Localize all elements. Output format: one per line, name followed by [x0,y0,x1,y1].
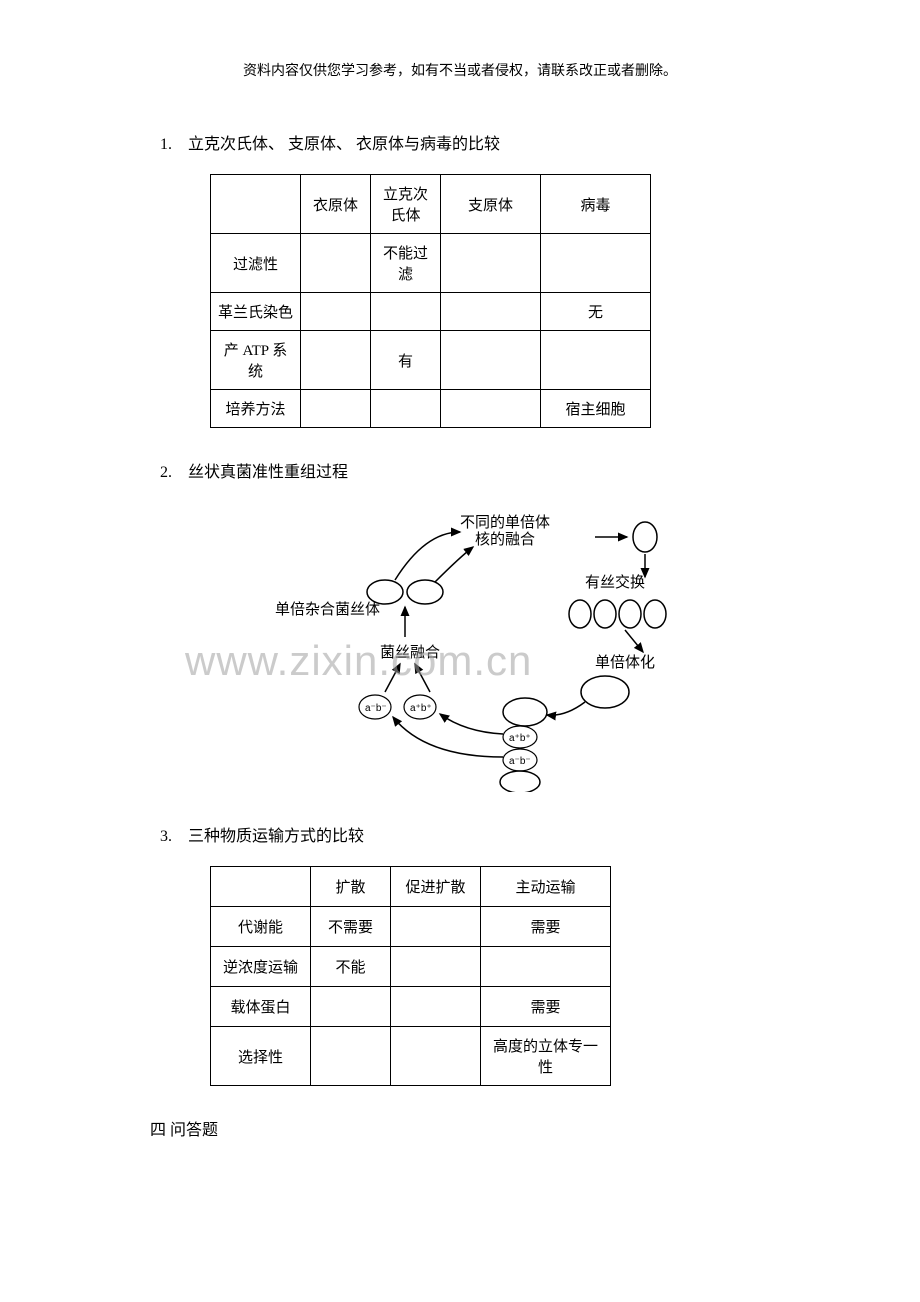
table-cell [311,987,391,1027]
svg-text:a⁻b⁻: a⁻b⁻ [509,756,531,767]
table-cell: 过滤性 [211,234,301,293]
table-cell [301,331,371,390]
table-cell: 立克次氏体 [371,175,441,234]
table-cell: 衣原体 [301,175,371,234]
table-cell: 选择性 [211,1027,311,1086]
table-row: 逆浓度运输 不能 [211,947,611,987]
section-4-title: 四 问答题 [150,1122,218,1139]
table-cell: 扩散 [311,867,391,907]
table-cell: 代谢能 [211,907,311,947]
section-2-num: 2. [160,464,172,481]
table-cell [541,331,651,390]
table-cell: 无 [541,293,651,331]
table-cell: 培养方法 [211,390,301,428]
table-cell [391,907,481,947]
table-cell: 高度的立体专一性 [481,1027,611,1086]
table-cell: 产 ATP 系统 [211,331,301,390]
table-row: 过滤性 不能过滤 [211,234,651,293]
section-2: 2. 丝状真菌准性重组过程 www.zixin.com.cn 不同的单倍体 核的… [160,458,790,792]
section-3-text: 三种物质运输方式的比较 [188,828,364,845]
table-cell: 需要 [481,907,611,947]
table-row: 革兰氏染色 无 [211,293,651,331]
svg-text:a⁻b⁻: a⁻b⁻ [365,703,387,714]
table-cell: 载体蛋白 [211,987,311,1027]
table-cell [371,293,441,331]
diagram-label: 核的融合 [475,531,535,548]
table-1: 衣原体 立克次氏体 支原体 病毒 过滤性 不能过滤 革兰氏染色 无 产 ATP … [210,174,651,428]
table-cell: 革兰氏染色 [211,293,301,331]
diagram-label: 菌丝融合 [380,644,440,661]
table-cell [371,390,441,428]
table-cell [441,293,541,331]
section-1-text: 立克次氏体、 支原体、 衣原体与病毒的比较 [188,136,500,153]
table-cell [301,234,371,293]
table-cell: 有 [371,331,441,390]
table-cell [391,947,481,987]
table-cell: 不能过滤 [371,234,441,293]
svg-text:a⁺b⁺: a⁺b⁺ [509,733,531,744]
table-row: 产 ATP 系统 有 [211,331,651,390]
section-1: 1. 立克次氏体、 支原体、 衣原体与病毒的比较 衣原体 立克次氏体 支原体 病… [160,130,790,428]
table-cell [391,1027,481,1086]
diagram: www.zixin.com.cn 不同的单倍体 核的融合 有丝交换 [265,502,685,792]
table-cell [441,390,541,428]
section-2-text: 丝状真菌准性重组过程 [188,464,348,481]
section-3-num: 3. [160,828,172,845]
page-header: 资料内容仅供您学习参考，如有不当或者侵权，请联系改正或者删除。 [130,60,790,80]
table-cell: 逆浓度运输 [211,947,311,987]
table-cell [541,234,651,293]
table-cell: 支原体 [441,175,541,234]
table-row: 培养方法 宿主细胞 [211,390,651,428]
table-cell: 主动运输 [481,867,611,907]
table-row: 代谢能 不需要 需要 [211,907,611,947]
section-2-title: 2. 丝状真菌准性重组过程 [160,458,790,482]
table-cell [391,987,481,1027]
table-cell [441,234,541,293]
table-row: 扩散 促进扩散 主动运输 [211,867,611,907]
table-cell [301,293,371,331]
section-4: 四 问答题 [150,1116,790,1140]
diagram-label: 单倍杂合菌丝体 [275,601,380,618]
diagram-label: 有丝交换 [585,573,645,591]
table-cell: 需要 [481,987,611,1027]
table-cell: 宿主细胞 [541,390,651,428]
table-cell: 不需要 [311,907,391,947]
diagram-label: 不同的单倍体 [460,514,550,531]
table-3: 扩散 促进扩散 主动运输 代谢能 不需要 需要 逆浓度运输 不能 载体蛋白 需要… [210,866,611,1086]
table-cell [211,867,311,907]
section-1-num: 1. [160,136,172,153]
table-row: 选择性 高度的立体专一性 [211,1027,611,1086]
table-cell [441,331,541,390]
svg-text:a⁺b⁺: a⁺b⁺ [410,703,432,714]
table-cell [481,947,611,987]
section-3-title: 3. 三种物质运输方式的比较 [160,822,790,846]
diagram-label: 单倍体化 [595,654,655,671]
table-cell [301,390,371,428]
table-cell: 不能 [311,947,391,987]
table-row: 衣原体 立克次氏体 支原体 病毒 [211,175,651,234]
table-cell [211,175,301,234]
table-cell: 促进扩散 [391,867,481,907]
diagram-svg: 不同的单倍体 核的融合 有丝交换 单倍杂合菌丝体 菌丝融合 [265,502,685,792]
table-cell [311,1027,391,1086]
table-row: 载体蛋白 需要 [211,987,611,1027]
table-cell: 病毒 [541,175,651,234]
section-3: 3. 三种物质运输方式的比较 扩散 促进扩散 主动运输 代谢能 不需要 需要 逆… [160,822,790,1086]
section-1-title: 1. 立克次氏体、 支原体、 衣原体与病毒的比较 [160,130,790,154]
